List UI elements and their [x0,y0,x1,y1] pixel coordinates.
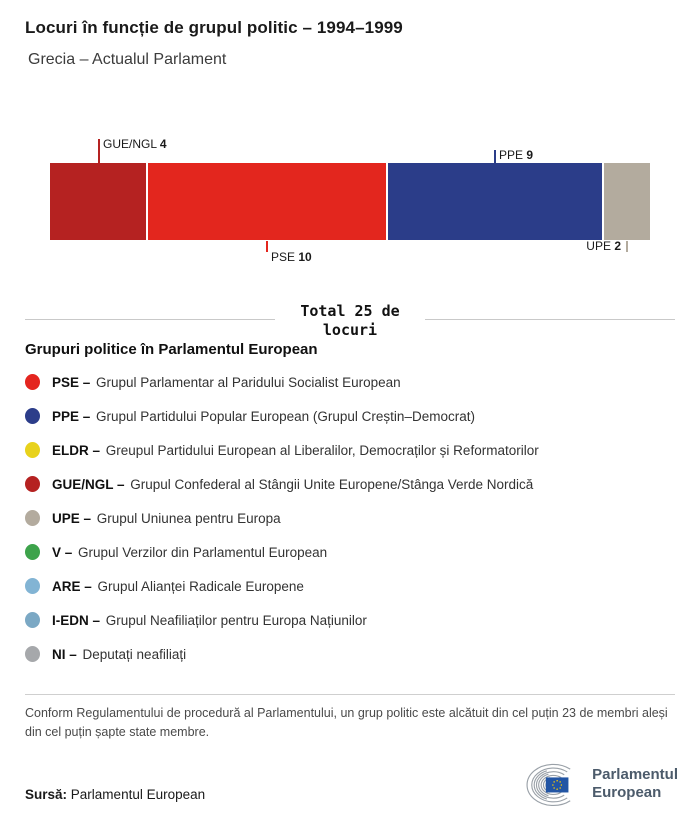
segment-label-pse: PSE 10 [271,250,312,264]
segment-label-ppe: PPE 9 [499,148,534,162]
segment-callout-line-pse [266,241,268,252]
footer-divider [25,694,675,695]
source-value: Parlamentul European [70,787,206,802]
legend-dot-upe [25,510,40,526]
legend-item-are: ARE – Grupul Alianței Radicale Europene [25,569,675,603]
bar-segment-upe[interactable] [602,163,650,240]
legend-heading: Grupuri politice în Parlamentul European [25,341,318,358]
total-divider: Total 25 de locuri [25,302,675,340]
legend-dot-ni [25,646,40,662]
bar-segment-pse[interactable] [146,163,386,240]
footnote: Conform Regulamentului de procedură al P… [25,706,668,739]
legend-list: PSE – Grupul Parlamentar al Paridului So… [25,365,675,671]
legend-label-ni: NI – Deputați neafiliați [52,646,187,662]
eu-flag-icon [545,777,569,793]
ep-logo-line2: European [592,784,662,801]
segment-label-gue-ngl: GUE/NGL 4 [103,137,167,151]
legend-item-v: V – Grupul Verzilor din Parlamentul Euro… [25,535,675,569]
divider-line-right [425,319,675,320]
segment-callout-line-gue-ngl [98,139,100,163]
stacked-bar [50,163,650,240]
legend-label-are: ARE – Grupul Alianței Radicale Europene [52,578,304,594]
source-label: Sursă: [25,787,68,802]
bar-segment-gue-ngl[interactable] [50,163,146,240]
legend-item-ppe: PPE – Grupul Partidului Popular European… [25,399,675,433]
legend-dot-pse [25,374,40,390]
legend-label-i-edn: I-EDN – Grupul Neafiliaților pentru Euro… [52,612,367,628]
total-seats-label: Total 25 de locuri [300,302,400,339]
legend-label-upe: UPE – Grupul Uniunea pentru Europa [52,510,281,526]
legend-dot-i-edn [25,612,40,628]
legend-label-v: V – Grupul Verzilor din Parlamentul Euro… [52,544,328,560]
legend-label-eldr: ELDR – Greupul Partidului European al Li… [52,442,539,458]
legend-dot-v [25,544,40,560]
legend-dot-gue-ngl [25,476,40,492]
divider-line-left [25,319,275,320]
legend-item-pse: PSE – Grupul Parlamentar al Paridului So… [25,365,675,399]
legend-label-ppe: PPE – Grupul Partidului Popular European… [52,408,475,424]
legend-item-i-edn: I-EDN – Grupul Neafiliaților pentru Euro… [25,603,675,637]
segment-callout-line-ppe [494,150,496,163]
legend-dot-eldr [25,442,40,458]
legend-label-gue-ngl: GUE/NGL – Grupul Confederal al Stângii U… [52,476,534,492]
bar-segment-ppe[interactable] [386,163,602,240]
legend-item-eldr: ELDR – Greupul Partidului European al Li… [25,433,675,467]
ep-logo-text: Parlamentul European [592,766,678,802]
legend-item-ni: NI – Deputați neafiliați [25,637,675,671]
page-subtitle: Grecia – Actualul Parlament [28,51,227,68]
segment-label-upe: UPE 2 [586,239,621,253]
legend-item-gue-ngl: GUE/NGL – Grupul Confederal al Stângii U… [25,467,675,501]
ep-logo: Parlamentul European [512,760,678,808]
segment-callout-line-upe [626,241,628,252]
ep-logo-line1: Parlamentul [592,766,678,783]
ep-hemicycle-icon [526,763,571,807]
page-title: Locuri în funcție de grupul politic – 19… [25,18,403,37]
legend-item-upe: UPE – Grupul Uniunea pentru Europa [25,501,675,535]
source-line: Sursă: Parlamentul European [25,787,205,802]
legend-dot-ppe [25,408,40,424]
legend-label-pse: PSE – Grupul Parlamentar al Paridului So… [52,374,401,390]
legend-dot-are [25,578,40,594]
